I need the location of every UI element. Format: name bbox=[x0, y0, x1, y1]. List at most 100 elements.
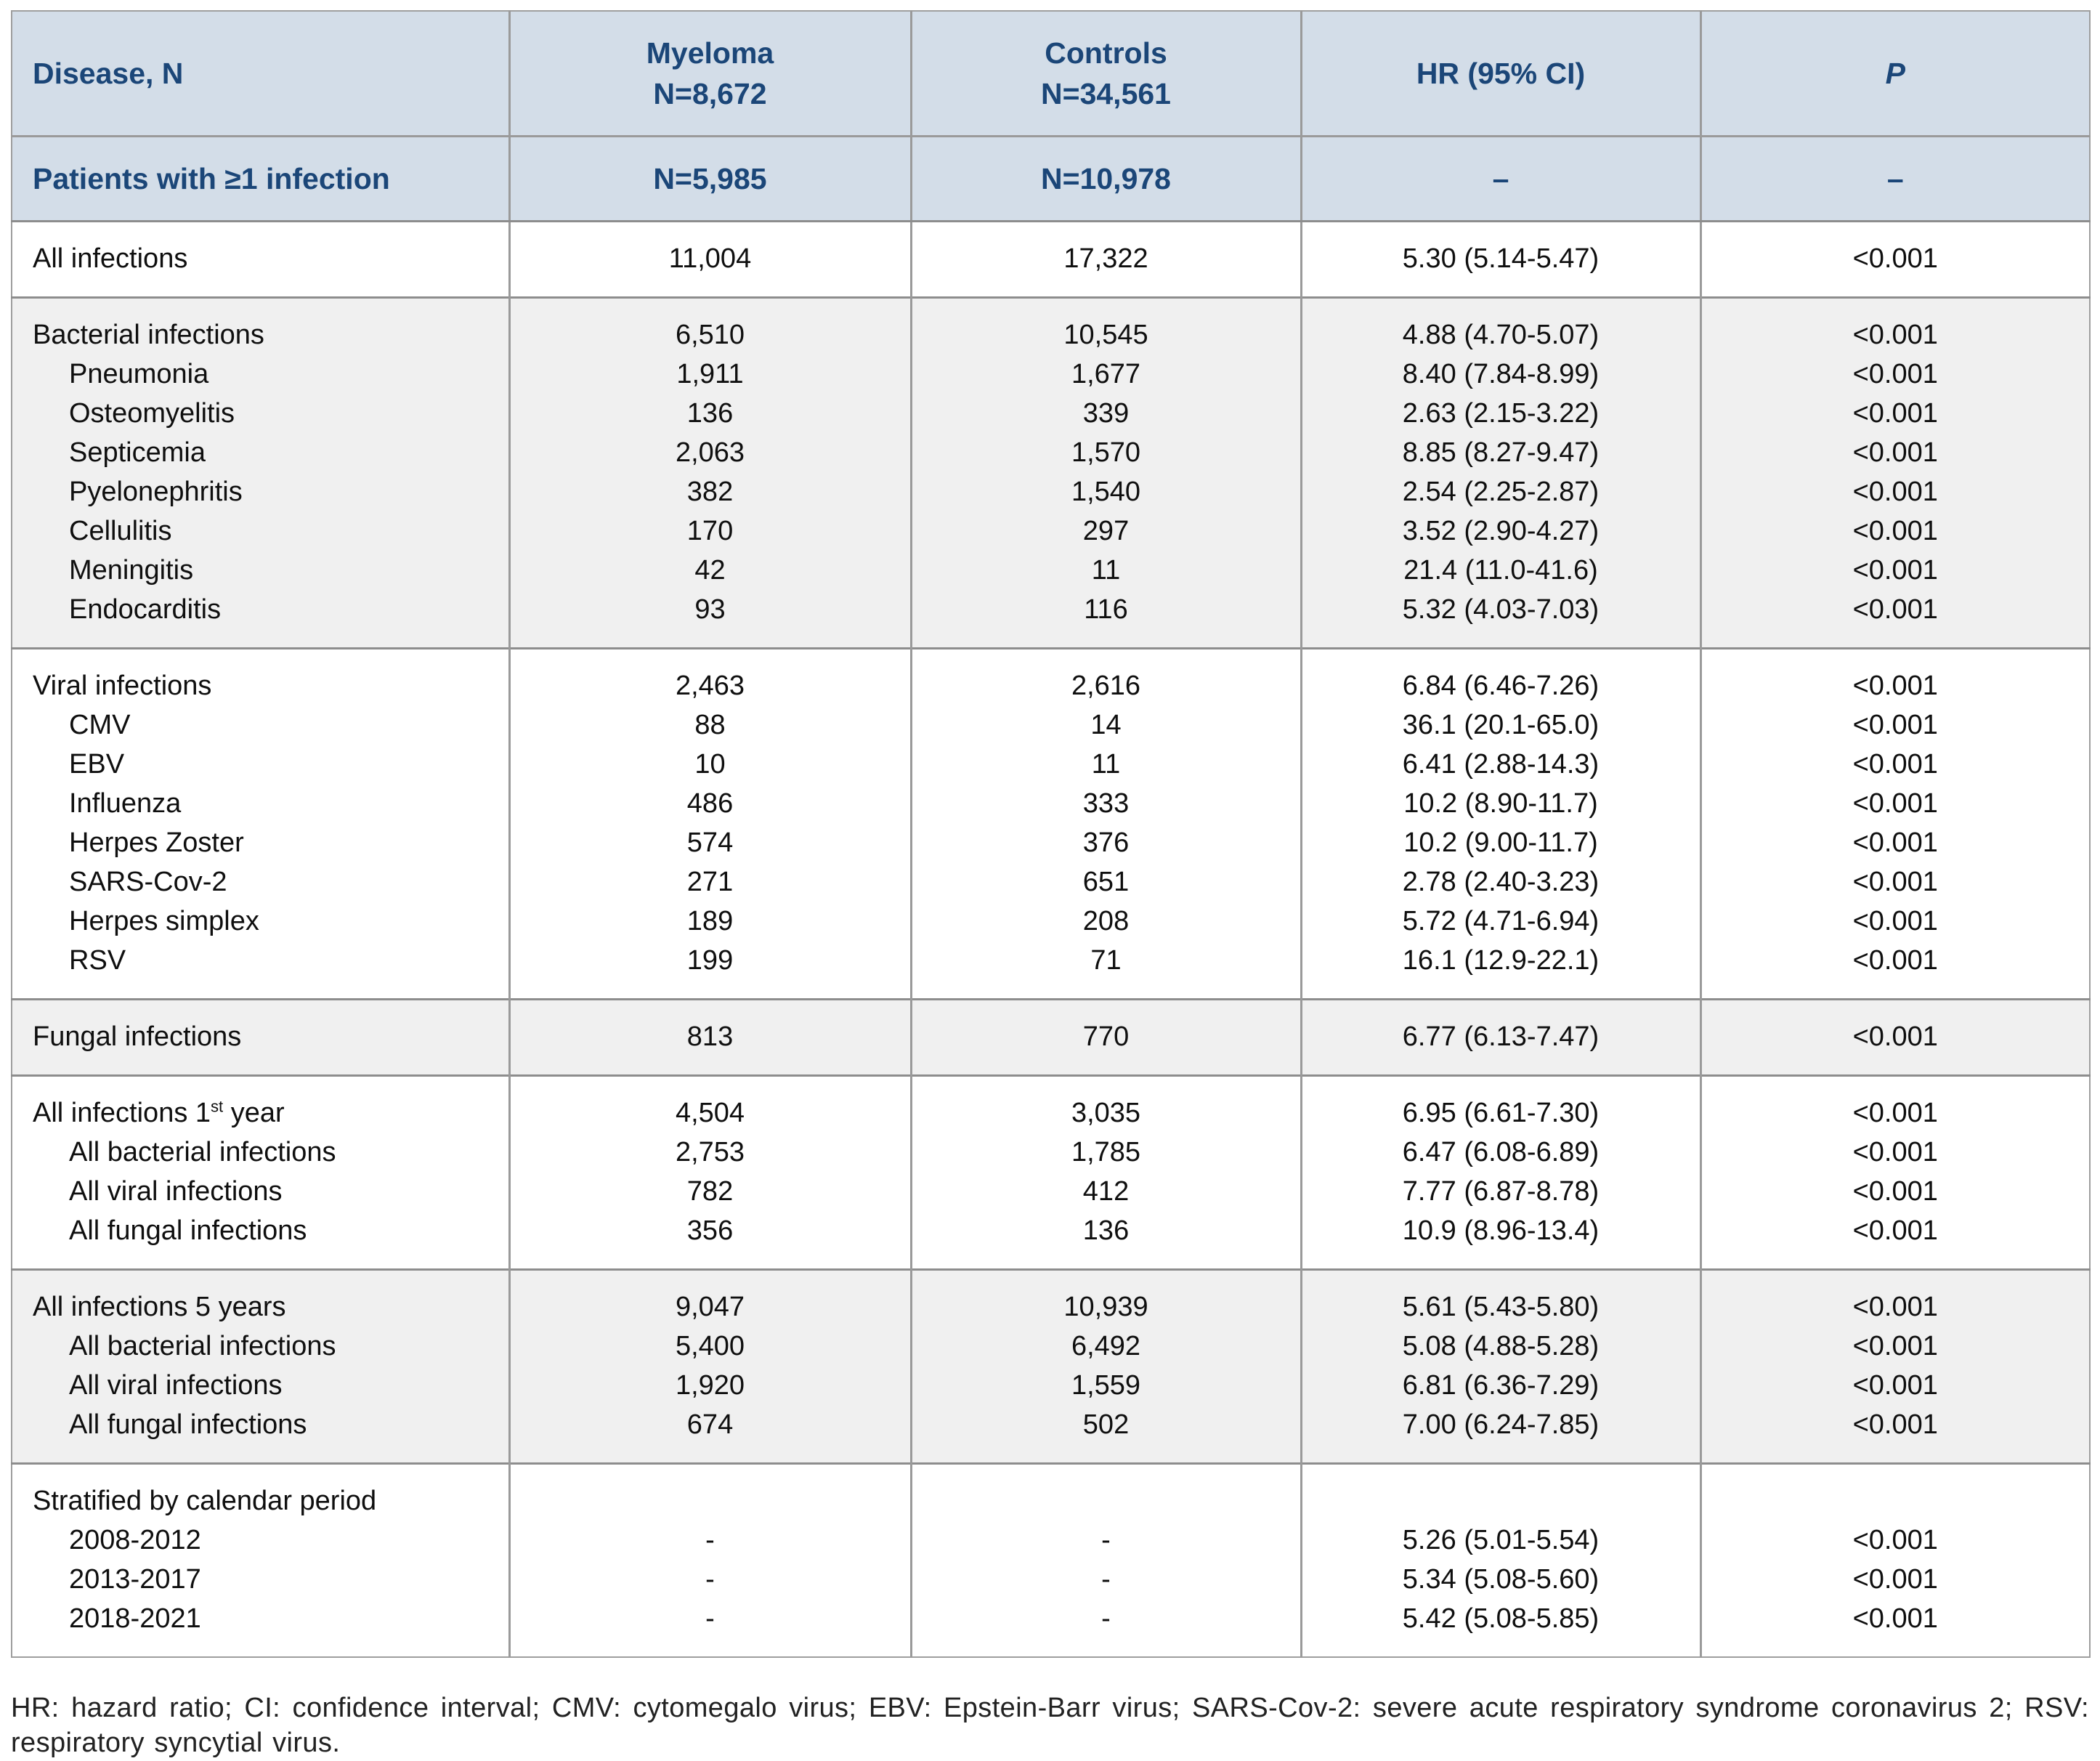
p-value-cell: <0.001 bbox=[1699, 1133, 2090, 1172]
controls-count-cell: 10,939 bbox=[909, 1268, 1301, 1327]
table-row: Endocarditis 93 116 5.32 (4.03-7.03) <0.001 bbox=[12, 590, 2090, 649]
disease-cell: All viral infections bbox=[12, 1172, 509, 1211]
disease-cell: 2018-2021 bbox=[12, 1599, 509, 1657]
hr-ci-cell: 2.54 (2.25-2.87) bbox=[1300, 472, 1700, 511]
controls-count-cell: 412 bbox=[909, 1172, 1301, 1211]
myeloma-count-cell: 1,920 bbox=[508, 1366, 911, 1405]
p-value-cell: <0.001 bbox=[1699, 1074, 2090, 1133]
disease-cell: All infections 1st year bbox=[12, 1074, 509, 1133]
p-value-cell: <0.001 bbox=[1699, 862, 2090, 902]
myeloma-count-cell: 356 bbox=[508, 1211, 911, 1270]
table-row: All infections 1st year 4,504 3,035 6.95 (6… bbox=[12, 1074, 2090, 1133]
disease-cell: All bacterial infections bbox=[12, 1327, 509, 1366]
p-value-cell: <0.001 bbox=[1699, 355, 2090, 394]
controls-count-cell: 6,492 bbox=[909, 1327, 1301, 1366]
controls-count-cell: 502 bbox=[909, 1405, 1301, 1464]
controls-count-cell: 136 bbox=[909, 1211, 1301, 1270]
disease-cell: Herpes simplex bbox=[12, 902, 509, 941]
myeloma-count-cell: 136 bbox=[508, 394, 911, 433]
p-value-cell: <0.001 bbox=[1699, 220, 2090, 298]
p-value-cell: <0.001 bbox=[1699, 590, 2090, 649]
disease-cell: Stratified by calendar period bbox=[12, 1462, 509, 1521]
disease-cell: Viral infections bbox=[12, 647, 509, 705]
table-row: All infections 11,004 17,322 5.30 (5.14-5.4… bbox=[12, 220, 2090, 298]
table-row: Pyelonephritis 382 1,540 2.54 (2.25-2.87) <0… bbox=[12, 472, 2090, 511]
table-row: All bacterial infections 5,400 6,492 5.08 (… bbox=[12, 1327, 2090, 1366]
p-value-cell: <0.001 bbox=[1699, 998, 2090, 1076]
hr-ci-cell: 16.1 (12.9-22.1) bbox=[1300, 941, 1700, 1000]
hr-ci-cell: 7.00 (6.24-7.85) bbox=[1300, 1405, 1700, 1464]
p-value-cell: <0.001 bbox=[1699, 745, 2090, 784]
controls-count-cell: 333 bbox=[909, 784, 1301, 823]
hr-ci-cell: 2.78 (2.40-3.23) bbox=[1300, 862, 1700, 902]
myeloma-count-cell: 813 bbox=[508, 998, 911, 1076]
hr-ci-cell: 3.52 (2.90-4.27) bbox=[1300, 511, 1700, 551]
hr-ci-cell: 6.41 (2.88-14.3) bbox=[1300, 745, 1700, 784]
p-value-cell: <0.001 bbox=[1699, 1327, 2090, 1366]
hr-ci-cell: 6.95 (6.61-7.30) bbox=[1300, 1074, 1700, 1133]
col-header-p: P bbox=[1699, 11, 2090, 137]
myeloma-count-cell: - bbox=[508, 1521, 911, 1560]
table-row: Meningitis 42 11 21.4 (11.0-41.6) <0.001 bbox=[12, 551, 2090, 590]
hr-ci-cell: 5.30 (5.14-5.47) bbox=[1300, 220, 1700, 298]
hr-ci-cell: 5.72 (4.71-6.94) bbox=[1300, 902, 1700, 941]
table-row: Stratified by calendar period bbox=[12, 1462, 2090, 1521]
table-row: EBV 10 11 6.41 (2.88-14.3) <0.001 bbox=[12, 745, 2090, 784]
controls-count-cell: 1,570 bbox=[909, 433, 1301, 472]
disease-cell: All bacterial infections bbox=[12, 1133, 509, 1172]
p-value-cell bbox=[1699, 1462, 2090, 1521]
hr-ci-cell: 2.63 (2.15-3.22) bbox=[1300, 394, 1700, 433]
myeloma-count-cell: 2,463 bbox=[508, 647, 911, 705]
myeloma-count-cell: 574 bbox=[508, 823, 911, 862]
controls-count-cell: 11 bbox=[909, 745, 1301, 784]
table-row: 2018-2021- -5.42 (5.08-5.85) <0.001 bbox=[12, 1599, 2090, 1657]
p-value-cell: <0.001 bbox=[1699, 1211, 2090, 1270]
header-line-myeloma-name: Myeloma bbox=[646, 36, 774, 70]
table-row: Herpes Zoster 574 376 10.2 (9.00-11.7) <0.00… bbox=[12, 823, 2090, 862]
table-row: Septicemia 2,063 1,570 8.85 (8.27-9.47) <0.0… bbox=[12, 433, 2090, 472]
controls-count-cell: 116 bbox=[909, 590, 1301, 649]
hr-ci-cell: 5.34 (5.08-5.60) bbox=[1300, 1560, 1700, 1599]
table-row: SARS-Cov-2 271 651 2.78 (2.40-3.23) <0.001 bbox=[12, 862, 2090, 902]
header-row-subgroup: Patients with ≥1 infection N=5,985 N=10,… bbox=[12, 136, 2090, 222]
subheader-myeloma-n: N=5,985 bbox=[508, 136, 911, 222]
p-value-cell: <0.001 bbox=[1699, 394, 2090, 433]
col-header-disease: Disease, N bbox=[12, 11, 509, 137]
header-line-controls-name: Controls bbox=[1045, 36, 1167, 70]
disease-cell: CMV bbox=[12, 705, 509, 745]
myeloma-count-cell bbox=[508, 1462, 911, 1521]
table-row: All fungal infections 674 502 7.00 (6.24-7.… bbox=[12, 1405, 2090, 1464]
p-value-cell: <0.001 bbox=[1699, 784, 2090, 823]
p-value-cell: <0.001 bbox=[1699, 472, 2090, 511]
table-row: Herpes simplex 189 208 5.72 (4.71-6.94) <0.0… bbox=[12, 902, 2090, 941]
myeloma-count-cell: 486 bbox=[508, 784, 911, 823]
p-value-cell: <0.001 bbox=[1699, 433, 2090, 472]
table-row: 2013-2017- -5.34 (5.08-5.60) <0.001 bbox=[12, 1560, 2090, 1599]
myeloma-count-cell: 199 bbox=[508, 941, 911, 1000]
disease-cell: All viral infections bbox=[12, 1366, 509, 1405]
disease-cell: Fungal infections bbox=[12, 998, 509, 1076]
controls-count-cell: 339 bbox=[909, 394, 1301, 433]
myeloma-count-cell: 170 bbox=[508, 511, 911, 551]
controls-count-cell: 3,035 bbox=[909, 1074, 1301, 1133]
myeloma-count-cell: 2,063 bbox=[508, 433, 911, 472]
controls-count-cell: 1,559 bbox=[909, 1366, 1301, 1405]
table-row: All viral infections 782 412 7.77 (6.87-8.7… bbox=[12, 1172, 2090, 1211]
p-value-cell: <0.001 bbox=[1699, 941, 2090, 1000]
myeloma-count-cell: 6,510 bbox=[508, 296, 911, 355]
hr-ci-cell: 6.77 (6.13-7.47) bbox=[1300, 998, 1700, 1076]
myeloma-count-cell: 1,911 bbox=[508, 355, 911, 394]
controls-count-cell: 1,785 bbox=[909, 1133, 1301, 1172]
p-value-cell: <0.001 bbox=[1699, 1405, 2090, 1464]
controls-count-cell: 14 bbox=[909, 705, 1301, 745]
hr-ci-cell: 5.26 (5.01-5.54) bbox=[1300, 1521, 1700, 1560]
p-value-cell: <0.001 bbox=[1699, 1172, 2090, 1211]
table-row: All viral infections 1,920 1,559 6.81 (6.36… bbox=[12, 1366, 2090, 1405]
subheader-controls-n: N=10,978 bbox=[909, 136, 1301, 222]
myeloma-count-cell: 10 bbox=[508, 745, 911, 784]
p-value-cell: <0.001 bbox=[1699, 1599, 2090, 1657]
controls-count-cell: 297 bbox=[909, 511, 1301, 551]
disease-cell: Herpes Zoster bbox=[12, 823, 509, 862]
controls-count-cell: 651 bbox=[909, 862, 1301, 902]
table-row: CMV 88 14 36.1 (20.1-65.0) <0.001 bbox=[12, 705, 2090, 745]
